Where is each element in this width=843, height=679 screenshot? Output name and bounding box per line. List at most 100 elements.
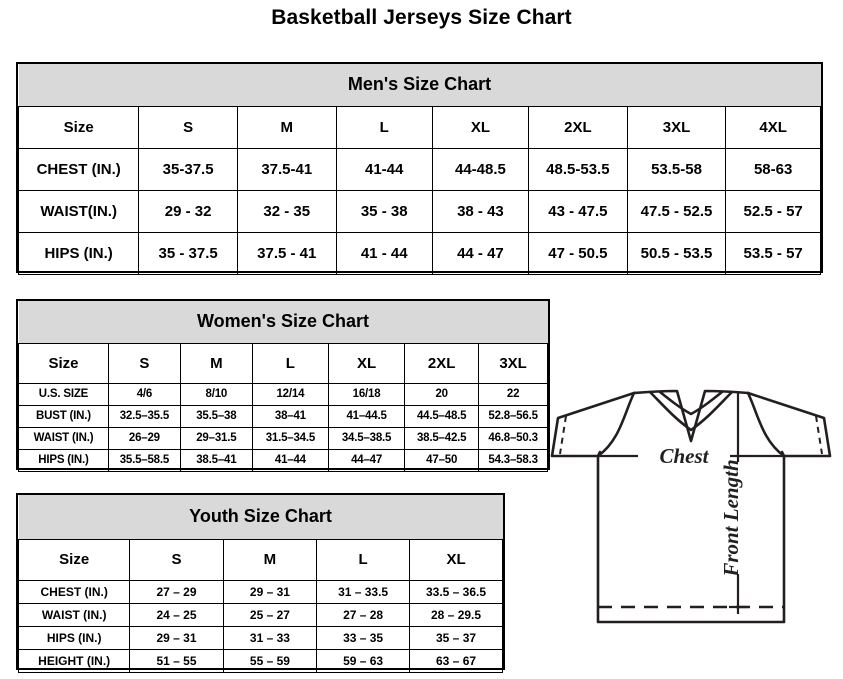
womens-waist-2xl: 38.5–42.5 <box>404 426 480 450</box>
table-row: WAIST(IN.) 29 - 32 32 - 35 35 - 38 38 - … <box>17 189 821 233</box>
youth-col-header-m: M <box>222 538 318 581</box>
womens-us-size-xl: 16/18 <box>327 382 406 406</box>
womens-row-label-bust: BUST (IN.) <box>18 404 109 428</box>
womens-us-size-l: 12/14 <box>251 382 329 406</box>
mens-caption-row: Men's Size Chart <box>18 64 821 107</box>
youth-header-row: Size S M L XL <box>17 538 503 581</box>
youth-hips-l: 33 – 35 <box>316 625 411 650</box>
table-row: U.S. SIZE 4/6 8/10 12/14 16/18 20 22 <box>18 382 548 406</box>
table-row: BUST (IN.) 32.5–35.5 35.5–38 38–41 41–44… <box>18 404 548 428</box>
womens-hips-l: 41–44 <box>251 448 329 472</box>
mens-col-header-2xl: 2XL <box>528 105 628 149</box>
womens-waist-xl: 34.5–38.5 <box>327 426 406 450</box>
womens-bust-s: 32.5–35.5 <box>107 404 181 428</box>
womens-header-row: Size S M L XL 2XL 3XL <box>18 342 548 384</box>
mens-hips-m: 37.5 - 41 <box>236 231 337 275</box>
youth-hips-m: 31 – 33 <box>222 625 318 650</box>
womens-col-header-m: M <box>179 342 253 384</box>
mens-waist-xl: 38 - 43 <box>431 189 530 233</box>
front-length-measure-line <box>729 392 747 614</box>
womens-us-size-2xl: 20 <box>404 382 480 406</box>
youth-chest-s: 27 – 29 <box>129 579 224 604</box>
womens-row-label-hips: HIPS (IN.) <box>18 448 109 472</box>
womens-col-header-l: L <box>251 342 329 384</box>
mens-col-header-size: Size <box>17 105 140 149</box>
youth-waist-xl: 28 – 29.5 <box>409 602 503 627</box>
youth-waist-l: 27 – 28 <box>316 602 411 627</box>
mens-waist-4xl: 52.5 - 57 <box>725 189 821 233</box>
womens-size-chart-table: Women's Size Chart Size S M L XL 2XL 3XL… <box>16 299 550 472</box>
womens-waist-s: 26–29 <box>107 426 181 450</box>
jersey-measurement-diagram: Chest Front Length <box>546 352 843 652</box>
mens-chest-3xl: 53.5-58 <box>626 147 727 191</box>
youth-col-header-l: L <box>316 538 411 581</box>
mens-chest-m: 37.5-41 <box>236 147 337 191</box>
mens-chest-l: 41-44 <box>335 147 433 191</box>
womens-hips-3xl: 54.3–58.3 <box>478 448 548 472</box>
table-row: HIPS (IN.) 35 - 37.5 37.5 - 41 41 - 44 4… <box>17 231 821 275</box>
mens-header-row: Size S M L XL 2XL 3XL 4XL <box>17 105 821 149</box>
front-length-label: Front Length <box>719 459 743 577</box>
mens-col-header-m: M <box>236 105 337 149</box>
womens-us-size-m: 8/10 <box>179 382 253 406</box>
youth-height-m: 55 – 59 <box>222 648 318 673</box>
mens-hips-l: 41 - 44 <box>335 231 433 275</box>
table-row: HEIGHT (IN.) 51 – 55 55 – 59 59 – 63 63 … <box>17 648 503 673</box>
womens-col-header-s: S <box>107 342 181 384</box>
mens-waist-2xl: 43 - 47.5 <box>528 189 628 233</box>
womens-col-header-2xl: 2XL <box>404 342 480 384</box>
table-row: HIPS (IN.) 29 – 31 31 – 33 33 – 35 35 – … <box>17 625 503 650</box>
table-row: CHEST (IN.) 35-37.5 37.5-41 41-44 44-48.… <box>17 147 821 191</box>
mens-chest-2xl: 48.5-53.5 <box>528 147 628 191</box>
mens-row-label-waist: WAIST(IN.) <box>17 189 140 233</box>
youth-height-xl: 63 – 67 <box>409 648 503 673</box>
mens-waist-l: 35 - 38 <box>335 189 433 233</box>
mens-hips-3xl: 50.5 - 53.5 <box>626 231 727 275</box>
womens-row-label-us-size: U.S. SIZE <box>18 382 109 406</box>
youth-chest-xl: 33.5 – 36.5 <box>409 579 503 604</box>
youth-row-label-hips: HIPS (IN.) <box>17 625 131 650</box>
youth-hips-s: 29 – 31 <box>129 625 224 650</box>
womens-col-header-3xl: 3XL <box>478 342 548 384</box>
mens-col-header-s: S <box>138 105 238 149</box>
mens-hips-s: 35 - 37.5 <box>138 231 238 275</box>
womens-hips-2xl: 47–50 <box>404 448 480 472</box>
womens-bust-2xl: 44.5–48.5 <box>404 404 480 428</box>
womens-chart-caption: Women's Size Chart <box>18 301 548 344</box>
womens-us-size-s: 4/6 <box>107 382 181 406</box>
youth-size-chart-table: Youth Size Chart Size S M L XL CHEST (IN… <box>16 493 505 673</box>
womens-hips-s: 35.5–58.5 <box>107 448 181 472</box>
womens-waist-m: 29–31.5 <box>179 426 253 450</box>
mens-waist-m: 32 - 35 <box>236 189 337 233</box>
youth-chest-m: 29 – 31 <box>222 579 318 604</box>
page-title: Basketball Jerseys Size Chart <box>271 6 572 29</box>
womens-waist-3xl: 46.8–50.3 <box>478 426 548 450</box>
womens-bust-xl: 41–44.5 <box>327 404 406 428</box>
mens-row-label-hips: HIPS (IN.) <box>17 231 140 275</box>
mens-col-header-3xl: 3XL <box>626 105 727 149</box>
womens-hips-m: 38.5–41 <box>179 448 253 472</box>
mens-chart-caption: Men's Size Chart <box>18 64 821 107</box>
womens-bust-l: 38–41 <box>251 404 329 428</box>
table-row: CHEST (IN.) 27 – 29 29 – 31 31 – 33.5 33… <box>17 579 503 604</box>
youth-col-header-size: Size <box>17 538 131 581</box>
womens-caption-row: Women's Size Chart <box>18 301 548 344</box>
womens-bust-m: 35.5–38 <box>179 404 253 428</box>
youth-waist-m: 25 – 27 <box>222 602 318 627</box>
mens-hips-xl: 44 - 47 <box>431 231 530 275</box>
mens-col-header-4xl: 4XL <box>725 105 821 149</box>
youth-row-label-height: HEIGHT (IN.) <box>17 648 131 673</box>
mens-row-label-chest: CHEST (IN.) <box>17 147 140 191</box>
table-row: WAIST (IN.) 24 – 25 25 – 27 27 – 28 28 –… <box>17 602 503 627</box>
mens-hips-4xl: 53.5 - 57 <box>725 231 821 275</box>
mens-chest-xl: 44-48.5 <box>431 147 530 191</box>
mens-waist-3xl: 47.5 - 52.5 <box>626 189 727 233</box>
mens-col-header-l: L <box>335 105 433 149</box>
womens-col-header-size: Size <box>18 342 109 384</box>
mens-waist-s: 29 - 32 <box>138 189 238 233</box>
mens-chest-4xl: 58-63 <box>725 147 821 191</box>
youth-row-label-chest: CHEST (IN.) <box>17 579 131 604</box>
womens-row-label-waist: WAIST (IN.) <box>18 426 109 450</box>
chest-label: Chest <box>659 444 709 468</box>
youth-chart-caption: Youth Size Chart <box>18 495 503 540</box>
